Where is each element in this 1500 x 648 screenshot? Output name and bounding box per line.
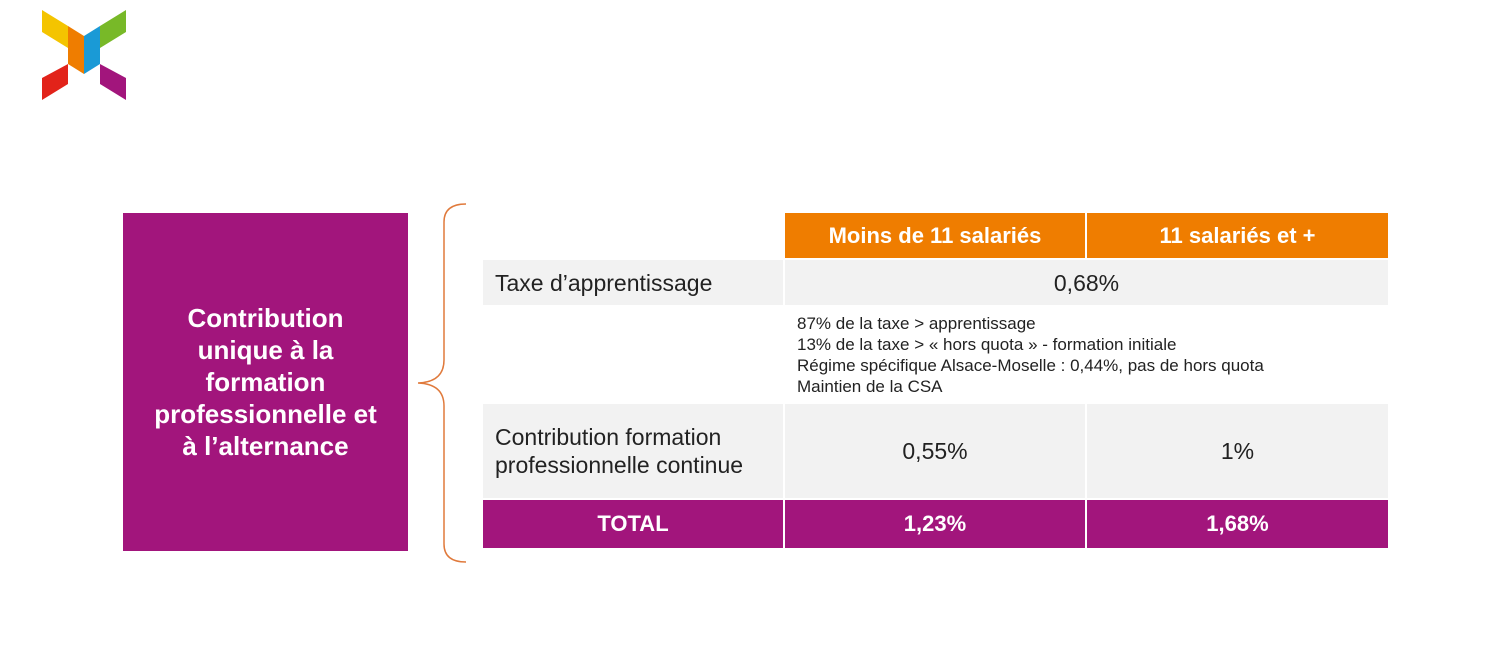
notes-cell: 87% de la taxe > apprentissage 13% de la… (785, 307, 1388, 402)
total-label: TOTAL (483, 500, 783, 548)
contribution-title-text: Contribution unique à la formation profe… (154, 303, 377, 461)
header-empty-cell (483, 213, 783, 258)
row-value-taxe: 0,68% (785, 260, 1388, 305)
logo-orange-shape (68, 26, 84, 74)
contribution-table: Moins de 11 salariés 11 salariés et + Ta… (483, 213, 1388, 552)
note-line: 87% de la taxe > apprentissage (797, 313, 1036, 333)
logo-blue-shape (84, 26, 100, 74)
total-value-large: 1,68% (1087, 500, 1388, 548)
row-label-notes (483, 307, 783, 402)
contribution-title-box: Contribution unique à la formation profe… (123, 213, 408, 551)
header-11-and-more: 11 salariés et + (1087, 213, 1388, 258)
row-value-contribution-small: 0,55% (785, 404, 1085, 498)
company-logo-icon (42, 10, 126, 100)
row-label-taxe: Taxe d’apprentissage (483, 260, 783, 305)
logo-purple-shape (100, 64, 126, 100)
row-label-contribution: Contribution formation professionnelle c… (483, 404, 783, 498)
note-line: Régime spécifique Alsace-Moselle : 0,44%… (797, 355, 1264, 375)
note-line: 13% de la taxe > « hors quota » - format… (797, 334, 1177, 354)
logo-red-shape (42, 64, 68, 100)
logo-yellow-shape (42, 10, 68, 48)
header-less-than-11: Moins de 11 salariés (785, 213, 1085, 258)
total-value-small: 1,23% (785, 500, 1085, 548)
curly-brace-icon (417, 203, 467, 563)
row-value-contribution-large: 1% (1087, 404, 1388, 498)
logo-green-shape (100, 10, 126, 48)
note-line: Maintien de la CSA (797, 376, 943, 396)
